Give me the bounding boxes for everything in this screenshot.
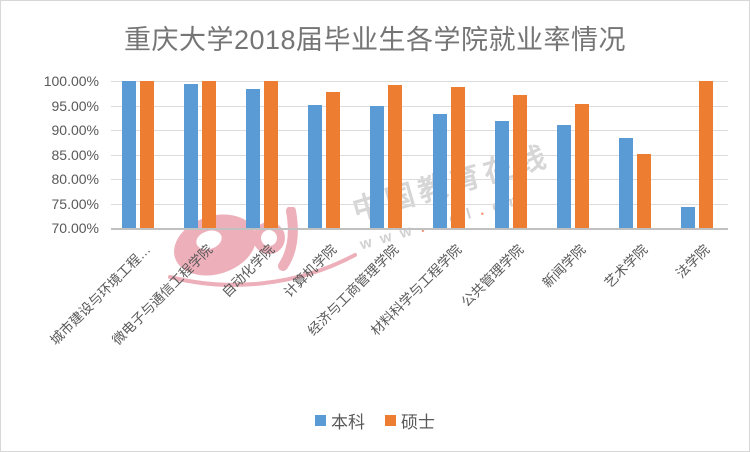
gridline <box>111 203 728 205</box>
bar-undergraduate <box>494 120 509 228</box>
legend-label: 本科 <box>331 413 365 432</box>
legend: 本科 硕士 <box>1 408 749 433</box>
bar-master <box>140 81 154 228</box>
bar-undergraduate <box>618 138 633 228</box>
y-axis-tick-label: 70.00% <box>51 220 99 236</box>
y-axis-tick-label: 85.00% <box>51 146 99 163</box>
y-axis-tick-label: 90.00% <box>51 122 99 138</box>
bar-undergraduate <box>680 207 695 228</box>
gridline <box>111 81 728 82</box>
bar-master <box>202 81 217 228</box>
watermark-url-char: l <box>464 205 474 223</box>
gridline <box>111 130 728 131</box>
bar-master <box>636 154 651 228</box>
x-axis-line <box>111 228 728 230</box>
y-axis-tick-label: 95.00% <box>51 97 99 114</box>
gridline <box>111 179 728 180</box>
bar-master <box>326 91 341 228</box>
bar-master <box>388 84 403 228</box>
bar-undergraduate <box>122 81 136 228</box>
legend-label: 硕士 <box>401 413 435 432</box>
bar-master <box>450 87 465 228</box>
legend-swatch <box>315 415 326 426</box>
legend-item: 本科 <box>315 408 365 433</box>
bar-master <box>264 81 279 228</box>
bar-undergraduate <box>246 89 261 228</box>
gridline <box>111 154 728 156</box>
bar-undergraduate <box>370 105 385 228</box>
y-axis-tick-label: 75.00% <box>51 195 99 212</box>
y-axis-tick-label: 100.00% <box>43 73 99 89</box>
bar-undergraduate <box>308 105 323 228</box>
watermark-url-char: w <box>358 233 374 254</box>
bar-master <box>698 81 713 228</box>
chart-title: 重庆大学2018届毕业生各学院就业率情况 <box>123 25 627 55</box>
bar-undergraduate <box>556 125 571 228</box>
gridline <box>111 105 728 107</box>
y-axis-tick-label: 80.00% <box>51 171 99 187</box>
legend-item: 硕士 <box>385 408 435 433</box>
bar-undergraduate <box>432 113 447 228</box>
bar-master <box>512 94 527 228</box>
legend-swatch <box>385 415 396 426</box>
bar-undergraduate <box>184 84 199 228</box>
bar-master <box>574 103 589 228</box>
